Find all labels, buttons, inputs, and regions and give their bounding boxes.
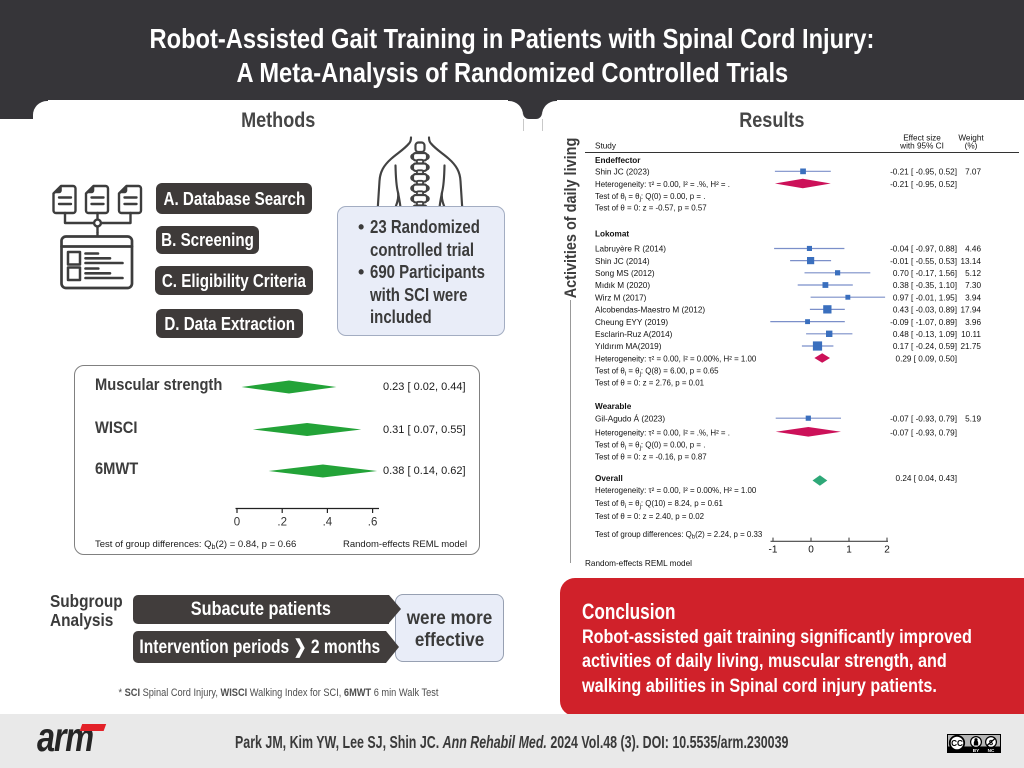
svg-text:10.11: 10.11 (961, 330, 981, 339)
svg-text:Test of θ = 0: z = 2.40, p = 0: Test of θ = 0: z = 2.40, p = 0.02 (595, 512, 704, 521)
svg-text:.2: .2 (277, 517, 287, 529)
svg-text:4.46: 4.46 (965, 245, 981, 254)
svg-text:-0.07 [ -0.93, 0.79]: -0.07 [ -0.93, 0.79] (890, 428, 957, 437)
svg-text:.4: .4 (323, 517, 333, 529)
svg-text:0.17 [ -0.24, 0.59]: 0.17 [ -0.24, 0.59] (893, 342, 957, 351)
svg-text:21.75: 21.75 (961, 342, 982, 351)
svg-text:0.48 [ -0.13, 1.09]: 0.48 [ -0.13, 1.09] (893, 330, 957, 339)
svg-text:Wearable: Wearable (595, 402, 632, 411)
svg-text:Test of θi = θj: Q(0) = 0.00,: Test of θi = θj: Q(0) = 0.00, p = . (595, 441, 705, 452)
svg-text:Cheung EYY (2019): Cheung EYY (2019) (595, 318, 668, 327)
svg-text:CC: CC (951, 739, 963, 748)
svg-text:0: 0 (234, 517, 240, 529)
svg-text:Effect size: Effect size (903, 133, 941, 142)
svg-text:0.70 [ -0.17, 1.56]: 0.70 [ -0.17, 1.56] (893, 269, 957, 278)
svg-text:-0.04 [ -0.97, 0.88]: -0.04 [ -0.97, 0.88] (890, 245, 957, 254)
svg-text:Endeffector: Endeffector (595, 156, 641, 165)
svg-text:Yıldırım MA(2019): Yıldırım MA(2019) (595, 342, 662, 351)
svg-text:0.43 [ -0.03, 0.89]: 0.43 [ -0.03, 0.89] (893, 306, 957, 315)
svg-text:Esclarin-Ruz A(2014): Esclarin-Ruz A(2014) (595, 330, 673, 339)
svg-text:-0.21 [ -0.95, 0.52]: -0.21 [ -0.95, 0.52] (890, 168, 957, 177)
svg-text:7.07: 7.07 (965, 168, 981, 177)
svg-text:Test of θi = θj: Q(10) = 8.24,: Test of θi = θj: Q(10) = 8.24, p = 0.61 (595, 499, 723, 510)
svg-text:Labruyère R (2014): Labruyère R (2014) (595, 245, 666, 254)
svg-text:Heterogeneity: τ² = 0.00, I² =: Heterogeneity: τ² = 0.00, I² = 0.00%, H²… (595, 486, 757, 495)
svg-text:Random-effects REML model: Random-effects REML model (585, 559, 692, 568)
svg-text:Weight: Weight (958, 133, 984, 142)
svg-text:.6: .6 (368, 517, 378, 529)
svg-text:Test of θ = 0: z = -0.57, p =: Test of θ = 0: z = -0.57, p = 0.57 (595, 204, 707, 213)
svg-text:7.30: 7.30 (965, 281, 981, 290)
svg-text:Mıdık M (2020): Mıdık M (2020) (595, 281, 650, 290)
svg-text:17.94: 17.94 (961, 306, 982, 315)
svg-text:Shin JC (2014): Shin JC (2014) (595, 257, 650, 266)
svg-text:Test of θi = θj: Q(0) = 0.00,: Test of θi = θj: Q(0) = 0.00, p = . (595, 192, 705, 203)
svg-text:0: 0 (808, 545, 814, 556)
svg-text:3.96: 3.96 (965, 318, 981, 327)
svg-text:0.29 [ 0.09, 0.50]: 0.29 [ 0.09, 0.50] (896, 355, 957, 364)
svg-text:-0.07 [ -0.93, 0.79]: -0.07 [ -0.93, 0.79] (890, 414, 957, 423)
svg-text:Shin JC (2023): Shin JC (2023) (595, 168, 650, 177)
svg-text:5.12: 5.12 (965, 269, 981, 278)
svg-text:-0.01 [ -0.55, 0.53]: -0.01 [ -0.55, 0.53] (890, 257, 957, 266)
svg-text:2: 2 (884, 545, 890, 556)
svg-text:3.94: 3.94 (965, 293, 981, 302)
svg-text:Lokomat: Lokomat (595, 230, 629, 239)
svg-text:-0.21 [ -0.95, 0.52]: -0.21 [ -0.95, 0.52] (890, 180, 957, 189)
svg-text:Gil-Agudo Á (2023): Gil-Agudo Á (2023) (595, 413, 665, 423)
svg-text:Heterogeneity: τ² = 0.00, I² =: Heterogeneity: τ² = 0.00, I² = .%, H² = … (595, 428, 730, 437)
svg-text:0.38 [ -0.35, 1.10]: 0.38 [ -0.35, 1.10] (893, 281, 957, 290)
svg-text:-0.09 [ -1.07, 0.89]: -0.09 [ -1.07, 0.89] (890, 318, 957, 327)
svg-text:(%): (%) (965, 142, 978, 151)
svg-text:Study: Study (595, 141, 617, 150)
svg-text:Test of θi = θj: Q(8) = 6.00,: Test of θi = θj: Q(8) = 6.00, p = 0.65 (595, 367, 719, 378)
svg-text:NC: NC (988, 748, 995, 753)
svg-text:0.24 [ 0.04, 0.43]: 0.24 [ 0.04, 0.43] (896, 474, 957, 483)
svg-text:5.19: 5.19 (965, 414, 981, 423)
svg-text:Wirz M (2017): Wirz M (2017) (595, 293, 647, 302)
svg-text:Test of θ = 0: z = 2.76, p = 0: Test of θ = 0: z = 2.76, p = 0.01 (595, 379, 704, 388)
svg-text:1: 1 (846, 545, 852, 556)
svg-text:0.97 [ -0.01, 1.95]: 0.97 [ -0.01, 1.95] (893, 293, 957, 302)
svg-text:13.14: 13.14 (961, 257, 982, 266)
svg-text:Heterogeneity: τ² = 0.00, I² =: Heterogeneity: τ² = 0.00, I² = .%, H² = … (595, 180, 730, 189)
svg-text:Test of θ = 0: z = -0.16, p =: Test of θ = 0: z = -0.16, p = 0.87 (595, 453, 707, 462)
svg-text:-1: -1 (769, 545, 778, 556)
svg-text:Song MS (2012): Song MS (2012) (595, 269, 655, 278)
svg-text:Alcobendas-Maestro M (2012): Alcobendas-Maestro M (2012) (595, 306, 705, 315)
svg-text:with 95% CI: with 95% CI (899, 142, 944, 151)
svg-text:Heterogeneity: τ² = 0.00, I² =: Heterogeneity: τ² = 0.00, I² = 0.00%, H²… (595, 355, 757, 364)
svg-text:Overall: Overall (595, 474, 623, 483)
svg-text:Test of group differences: Qb(: Test of group differences: Qb(2) = 2.24,… (595, 530, 763, 541)
svg-text:BY: BY (973, 748, 979, 753)
